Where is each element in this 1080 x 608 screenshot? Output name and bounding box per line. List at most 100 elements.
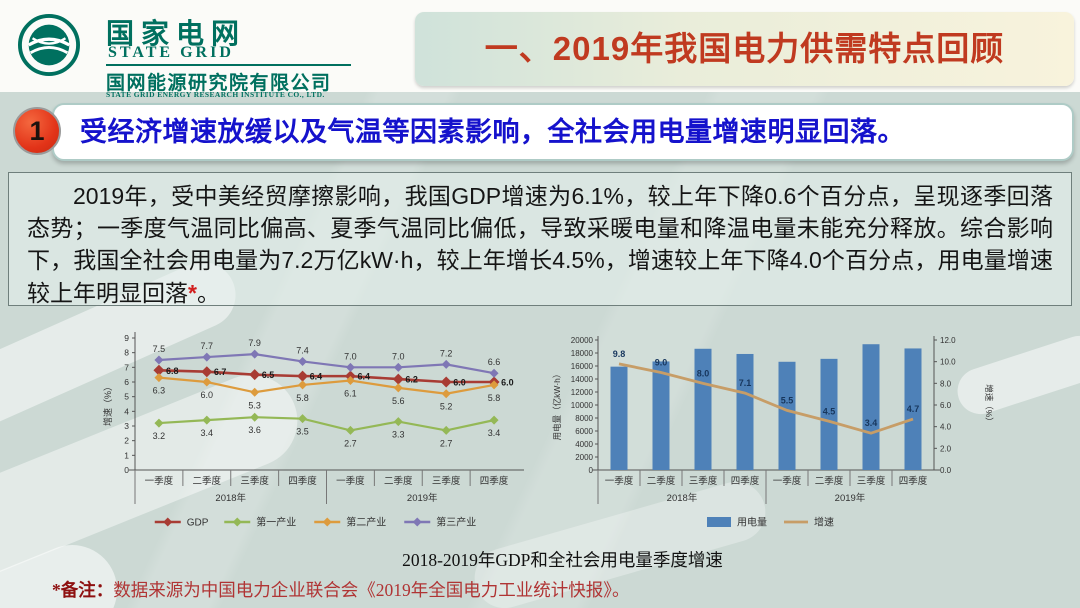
svg-text:一季度: 一季度	[773, 475, 802, 487]
svg-text:0: 0	[589, 466, 594, 475]
svg-text:1: 1	[124, 450, 129, 460]
svg-text:5.8: 5.8	[296, 393, 309, 403]
body-paragraph-period: 。	[196, 279, 220, 306]
svg-text:6.4: 6.4	[310, 372, 323, 382]
footnote-text: 数据来源为中国电力企业联合会《2019年全国电力工业统计快报》。	[113, 580, 630, 600]
footnote-asterisk: *	[188, 279, 197, 306]
svg-text:一季度: 一季度	[605, 475, 634, 487]
svg-text:7.4: 7.4	[296, 345, 309, 355]
body-paragraph: 2019年，受中美经贸摩擦影响，我国GDP增速为6.1%，较上年下降0.6个百分…	[27, 180, 1053, 309]
svg-text:12000: 12000	[571, 388, 594, 397]
svg-text:GDP: GDP	[187, 518, 209, 529]
svg-text:7.2: 7.2	[440, 348, 453, 358]
svg-text:2018年: 2018年	[215, 492, 246, 504]
svg-text:4: 4	[124, 406, 129, 416]
electricity-consumption-bar-line-chart: 0 2000 4000 6000 8000 10000 12000 14000 16000 180…	[552, 336, 994, 529]
svg-text:6.6: 6.6	[488, 357, 501, 367]
series-用电量	[610, 344, 922, 470]
svg-text:20000: 20000	[571, 336, 594, 345]
logo-company-en: STATE GRID ENERGY RESEARCH INSTITUTE CO.…	[106, 90, 325, 99]
logo-title-cn: 国家电网	[106, 18, 247, 49]
svg-text:10000: 10000	[571, 401, 594, 410]
svg-text:四季度: 四季度	[899, 475, 928, 487]
svg-text:6.0: 6.0	[940, 401, 952, 410]
chart-caption: 2018-2019年GDP和全社会用电量季度增速	[402, 550, 723, 570]
svg-text:6.4: 6.4	[357, 372, 370, 382]
svg-text:4.5: 4.5	[823, 406, 836, 416]
svg-text:12.0: 12.0	[940, 336, 956, 345]
header-band: 国家电网 STATE GRID 国网能源研究院有限公司 STATE GRID E…	[0, 0, 1080, 99]
svg-text:7.7: 7.7	[201, 341, 214, 351]
footnote-label: *备注：	[52, 580, 114, 600]
svg-text:3.3: 3.3	[392, 430, 405, 440]
svg-text:4.0: 4.0	[940, 423, 952, 432]
svg-text:6.2: 6.2	[405, 375, 418, 385]
svg-text:2018年: 2018年	[667, 492, 698, 504]
svg-text:5.2: 5.2	[440, 402, 453, 412]
svg-text:二季度: 二季度	[815, 475, 844, 487]
svg-text:9: 9	[124, 333, 129, 343]
svg-text:14000: 14000	[571, 375, 594, 384]
series-GDP: 6.8 6.7 6.5 6.4 6.4 6.2 6.0 6.0	[153, 364, 514, 388]
svg-text:7: 7	[124, 362, 129, 372]
svg-text:8.0: 8.0	[940, 379, 952, 388]
svg-text:3: 3	[124, 421, 129, 431]
svg-text:3.5: 3.5	[296, 427, 309, 437]
svg-text:2019年: 2019年	[407, 492, 438, 504]
svg-text:四季度: 四季度	[288, 475, 317, 487]
svg-text:增速（%）: 增速（%）	[984, 384, 994, 426]
svg-text:三季度: 三季度	[689, 475, 718, 487]
svg-text:4000: 4000	[575, 440, 593, 449]
svg-text:0.0: 0.0	[940, 466, 952, 475]
svg-text:6.0: 6.0	[201, 390, 214, 400]
svg-text:4.7: 4.7	[907, 404, 920, 414]
series-第一产业: 3.2 3.4 3.6 3.5 2.7 3.3 2.7 3.4	[153, 412, 500, 448]
svg-text:二季度: 二季度	[193, 475, 222, 487]
series-增速: 9.8 9.0 8.0 7.1 5.5 4.5 3.4 4.7	[613, 349, 920, 435]
svg-text:二季度: 二季度	[384, 475, 413, 487]
svg-text:一季度: 一季度	[336, 475, 365, 487]
svg-text:第三产业: 第三产业	[436, 516, 476, 529]
svg-text:8000: 8000	[575, 414, 593, 423]
svg-text:三季度: 三季度	[857, 475, 886, 487]
logo-company-cn: 国网能源研究院有限公司	[106, 73, 332, 94]
svg-text:5: 5	[124, 392, 129, 402]
svg-text:6.0: 6.0	[453, 378, 466, 388]
series-第三产业: 7.5 7.7 7.9 7.4 7.0 7.0 7.2 6.6	[153, 338, 501, 378]
logo-divider	[106, 64, 351, 66]
svg-text:增速: 增速	[814, 516, 834, 529]
section-number-badge: 1	[13, 107, 61, 155]
svg-text:增速（%）: 增速（%）	[102, 382, 113, 426]
svg-text:四季度: 四季度	[731, 475, 760, 487]
series-第二产业: 6.3 6.0 5.3 5.8 6.1 5.6 5.2 5.8	[153, 373, 500, 412]
svg-text:3.2: 3.2	[153, 431, 166, 441]
svg-text:三季度: 三季度	[240, 475, 269, 487]
svg-text:2000: 2000	[575, 453, 593, 462]
svg-text:6.3: 6.3	[153, 386, 166, 396]
slide-title-banner: 一、2019年我国电力供需特点回顾	[415, 12, 1074, 86]
svg-text:6.7: 6.7	[214, 367, 227, 377]
svg-text:2.7: 2.7	[440, 438, 453, 448]
svg-text:用电量（亿kW·h）: 用电量（亿kW·h）	[552, 370, 562, 441]
svg-text:7.1: 7.1	[739, 378, 752, 388]
svg-text:第一产业: 第一产业	[256, 516, 296, 529]
svg-text:9.0: 9.0	[655, 358, 668, 368]
svg-text:第二产业: 第二产业	[346, 516, 386, 529]
svg-text:5.3: 5.3	[248, 400, 261, 410]
svg-text:2019年: 2019年	[835, 492, 866, 504]
state-grid-globe-icon	[18, 14, 80, 76]
svg-text:8: 8	[124, 348, 129, 358]
svg-text:6.0: 6.0	[501, 378, 514, 388]
state-grid-logo: 国家电网 STATE GRID 国网能源研究院有限公司 STATE GRID E…	[16, 6, 396, 99]
svg-text:一季度: 一季度	[145, 475, 174, 487]
svg-text:3.6: 3.6	[248, 425, 261, 435]
svg-text:3.4: 3.4	[201, 428, 214, 438]
svg-text:6.8: 6.8	[166, 366, 179, 376]
svg-text:用电量: 用电量	[737, 516, 767, 529]
svg-text:3.4: 3.4	[865, 418, 878, 428]
gdp-industry-growth-line-chart: 0 1 2 3 4 5 6 7 8 9 增速（%） 一季度 二季度 三季度 四季度 一季度 二季度 三季度 四季度 2…	[102, 332, 524, 529]
svg-text:7.5: 7.5	[153, 344, 166, 354]
svg-text:18000: 18000	[571, 349, 594, 358]
svg-text:2.0: 2.0	[940, 444, 952, 453]
